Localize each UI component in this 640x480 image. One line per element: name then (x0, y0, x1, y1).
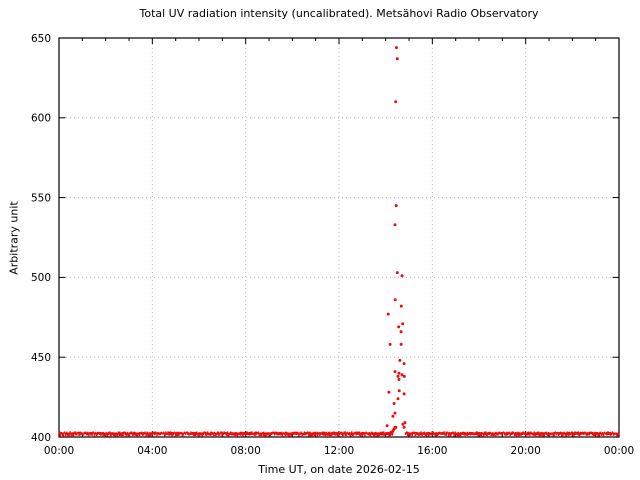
x-tick-label: 04:00 (137, 445, 167, 457)
baseline-series (58, 431, 620, 438)
x-tick-label: 20:00 (511, 445, 541, 457)
data-point (394, 100, 398, 104)
y-tick-label: 500 (31, 272, 51, 284)
data-point (399, 330, 403, 334)
data-point (398, 358, 402, 362)
y-tick-label: 650 (31, 33, 51, 45)
data-point (397, 325, 401, 329)
data-point (397, 371, 401, 375)
x-axis-title: Time UT, on date 2026-02-15 (258, 463, 420, 476)
data-point (387, 390, 391, 394)
data-point (402, 374, 406, 378)
y-tick-label: 550 (31, 192, 51, 204)
data-point (394, 204, 398, 208)
data-point (392, 402, 396, 405)
data-point (400, 373, 404, 377)
y-tick-label: 400 (31, 432, 51, 444)
data-point (391, 414, 395, 418)
data-point (386, 312, 390, 316)
data-point (393, 223, 397, 227)
data-point (402, 392, 406, 396)
data-point (394, 425, 398, 429)
data-point (397, 378, 401, 381)
plot-border (58, 37, 620, 438)
data-point (402, 362, 406, 366)
data-point (401, 322, 405, 326)
data-point (385, 424, 389, 428)
spike-points (385, 46, 407, 436)
data-point (399, 304, 403, 308)
chart-title: Total UV radiation intensity (uncalibrat… (139, 7, 539, 20)
x-tick-label: 00:00 (604, 445, 634, 457)
data-point (393, 370, 397, 374)
data-point (394, 46, 398, 50)
data-point (402, 425, 406, 429)
y-axis-title: Arbitrary unit (7, 201, 21, 275)
data-point (400, 274, 404, 278)
data-point (393, 298, 397, 302)
data-point (396, 397, 400, 401)
x-tick-label: 12:00 (324, 445, 354, 457)
data-point (396, 374, 400, 378)
data-point (393, 411, 397, 415)
x-tick-label: 08:00 (231, 445, 261, 457)
data-point (395, 57, 399, 61)
y-tick-label: 600 (31, 113, 51, 125)
y-tick-label: 450 (31, 352, 51, 364)
data-point (401, 422, 405, 426)
data-point (403, 421, 407, 425)
data-point (399, 342, 403, 346)
data-point (388, 342, 392, 346)
x-tick-label: 16:00 (417, 445, 447, 457)
data-point (397, 389, 401, 393)
x-tick-label: 00:00 (44, 445, 74, 457)
data-point (395, 271, 399, 275)
